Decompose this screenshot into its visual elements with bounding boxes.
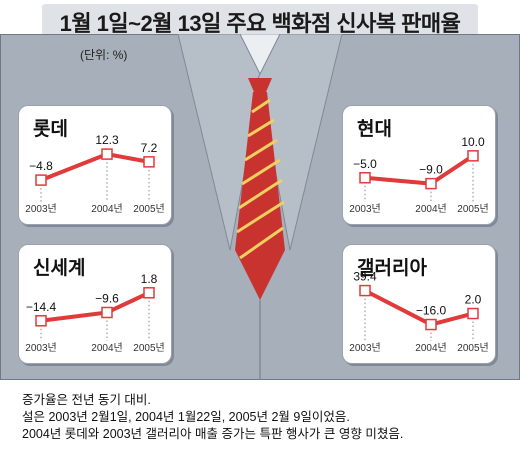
panel-lotte: 롯데 −4.8 2003년 12.3 2004년 7.2 2005년	[18, 105, 172, 225]
data-label: −14.4	[26, 300, 57, 314]
data-point	[467, 307, 479, 320]
x-tick-label: 2003년	[349, 342, 380, 354]
panel-title: 롯데	[33, 119, 68, 140]
footnote: 설은 2003년 2월1일, 2004년 1월22일, 2005년 2월 9일이…	[22, 410, 350, 424]
chart-title-bar: 1월 1일~2월 13일 주요 백화점 신사복 판매율	[0, 4, 520, 40]
data-label: 7.2	[141, 141, 158, 155]
data-point	[425, 177, 437, 190]
data-point	[359, 284, 371, 297]
data-point	[467, 150, 479, 162]
chart-svg: −14.4 2003년 −9.6 2004년 1.8 2005년	[25, 272, 164, 354]
data-point	[143, 156, 155, 168]
data-label: 10.0	[461, 135, 485, 149]
x-tick-label: 2003년	[349, 203, 380, 215]
data-label: −9.0	[419, 163, 443, 177]
x-tick-label: 2003년	[25, 203, 56, 215]
x-tick-label: 2004년	[415, 203, 446, 215]
x-tick-label: 2005년	[457, 342, 488, 354]
data-label: −5.0	[353, 157, 377, 171]
chart-svg: 39.4 2003년 −16.0 2004년 2.0 2005년	[349, 270, 488, 354]
panel-title: 현대	[357, 119, 392, 140]
panel-title: 신세계	[33, 258, 86, 279]
data-label: 39.4	[353, 270, 377, 284]
unit-label: (단위: %)	[80, 48, 128, 62]
data-point	[359, 172, 371, 184]
tie-knot	[248, 78, 272, 92]
panel-shinsegae: 신세계 −14.4 2003년 −9.6 2004년 1.8 2005년	[18, 244, 172, 364]
data-label: 1.8	[141, 272, 158, 286]
x-tick-label: 2004년	[415, 342, 446, 354]
series-line	[40, 152, 150, 182]
panel-galleria: 갤러리아 39.4 2003년 −16.0 2004년 2.0 2005년	[342, 244, 496, 364]
data-point	[35, 315, 47, 327]
panel-title: 갤러리아	[357, 258, 427, 279]
footnote: 2004년 롯데와 2003년 갤러리아 매출 증가는 특판 행사가 큰 영향 …	[22, 427, 404, 441]
tie-stripes	[236, 98, 285, 260]
data-point	[35, 174, 47, 186]
x-tick-label: 2004년	[91, 342, 122, 354]
data-label: −16.0	[416, 304, 447, 318]
data-label: 2.0	[465, 293, 482, 307]
data-point	[143, 287, 155, 299]
footnotes: 증가율은 전년 동기 대비. 설은 2003년 2월1일, 2004년 1월22…	[0, 380, 520, 457]
chart-svg: −5.0 2003년 −9.0 2004년 10.0 2005년	[349, 135, 488, 215]
chart-svg: −4.8 2003년 12.3 2004년 7.2 2005년	[25, 133, 164, 215]
data-point	[425, 318, 437, 331]
data-label: 12.3	[95, 133, 119, 147]
x-tick-label: 2005년	[133, 342, 164, 354]
data-point	[101, 148, 113, 160]
x-tick-label: 2005년	[457, 203, 488, 215]
x-tick-label: 2005년	[133, 203, 164, 215]
data-label: −9.6	[95, 291, 119, 305]
x-tick-label: 2004년	[91, 203, 122, 215]
data-point	[101, 306, 113, 319]
data-label: −4.8	[29, 159, 53, 173]
x-tick-label: 2003년	[25, 342, 56, 354]
panel-hyundai: 현대 −5.0 2003년 −9.0 2004년 10.0 2005년	[342, 105, 496, 225]
footnote: 증가율은 전년 동기 대비.	[22, 393, 151, 407]
